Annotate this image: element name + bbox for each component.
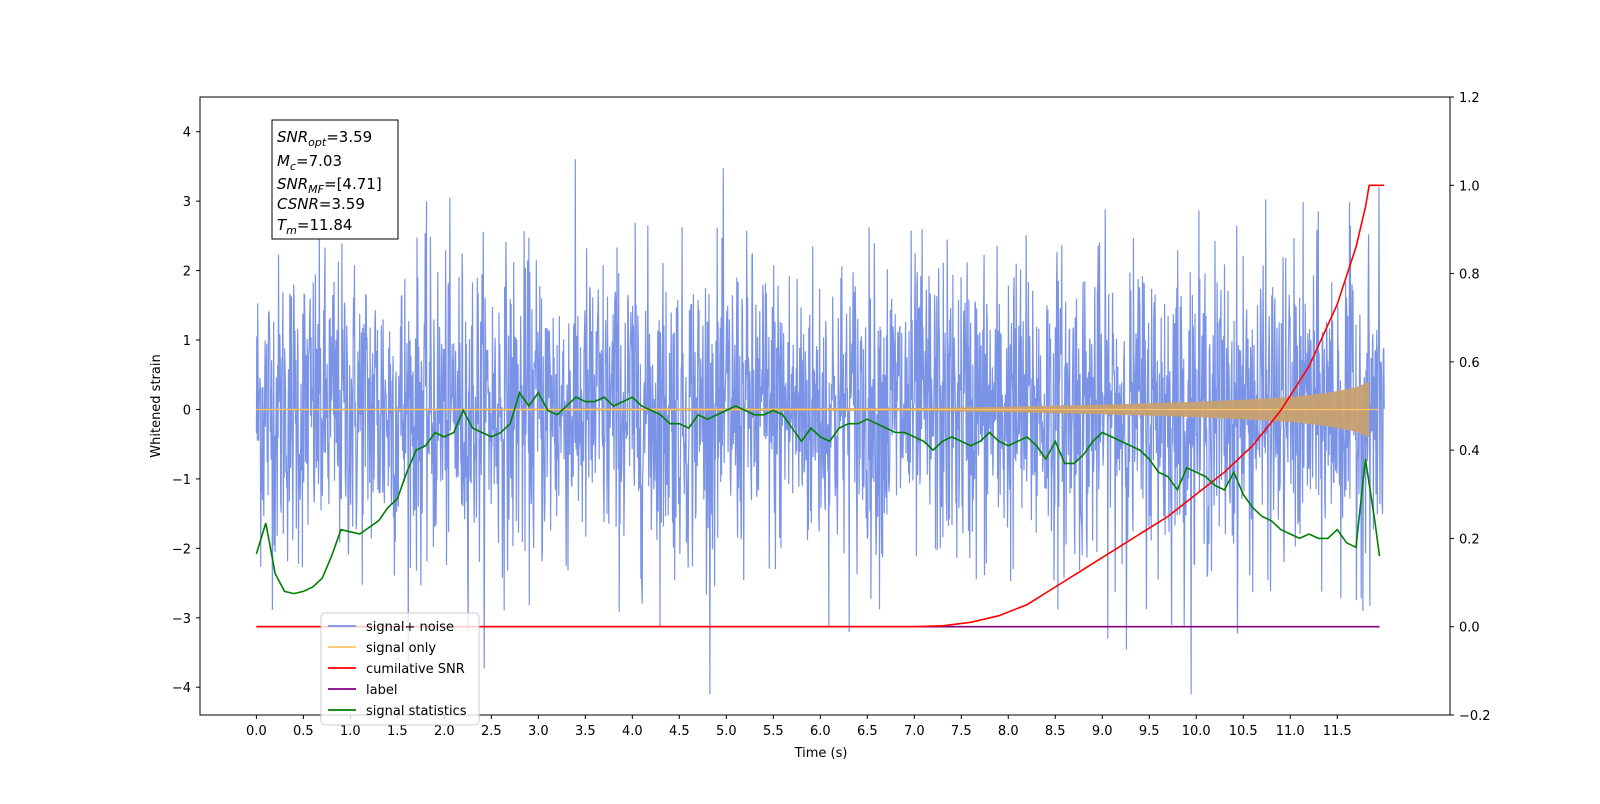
x-tick-label: 0.0	[246, 724, 267, 739]
x-axis-label: Time (s)	[794, 746, 848, 761]
y-tick-label: 2	[183, 265, 191, 280]
x-tick-label: 7.0	[904, 724, 925, 739]
y2-tick-label: 0.4	[1459, 444, 1480, 459]
x-tick-label: 3.0	[528, 724, 549, 739]
y-tick-label: −2	[172, 542, 191, 557]
y-tick-label: 3	[183, 195, 191, 210]
y-tick-label: 4	[183, 126, 191, 141]
series-signal-statistics	[255, 391, 1381, 595]
y-tick-label: −1	[172, 473, 191, 488]
x-tick-label: 11.0	[1276, 724, 1305, 739]
x-tick-label: 10.0	[1182, 724, 1211, 739]
x-tick-label: 4.5	[669, 724, 690, 739]
legend-label: cumilative SNR	[366, 662, 465, 677]
x-tick-label: 7.5	[951, 724, 972, 739]
y-tick-label: −3	[172, 612, 191, 627]
x-tick-label: 9.5	[1139, 724, 1160, 739]
legend-label: signal+ noise	[366, 620, 454, 635]
x-tick-label: 5.0	[716, 724, 737, 739]
x-tick-label: 9.0	[1092, 724, 1113, 739]
legend-label: signal only	[366, 641, 436, 656]
x-tick-label: 3.5	[575, 724, 596, 739]
y2-tick-label: 0.2	[1459, 532, 1480, 547]
x-tick-label: 2.5	[481, 724, 502, 739]
x-tick-label: 10.5	[1229, 724, 1258, 739]
x-tick-label: 11.5	[1323, 724, 1352, 739]
x-tick-label: 1.5	[387, 724, 408, 739]
y2-tick-label: 0.8	[1459, 268, 1480, 283]
y2-tick-label: 0.6	[1459, 356, 1480, 371]
y2-tick-label: 1.0	[1459, 179, 1480, 194]
x-tick-label: 8.0	[998, 724, 1019, 739]
x-tick-label: 4.0	[622, 724, 643, 739]
x-tick-label: 1.0	[340, 724, 361, 739]
series-cumilative-snr	[256, 184, 1385, 628]
y-tick-label: 1	[183, 334, 191, 349]
y-axis-label: Whitened strain	[149, 354, 164, 457]
annotation-line: Mc=7.03	[277, 152, 342, 173]
x-tick-label: 0.5	[293, 724, 314, 739]
y2-tick-label: 0.0	[1459, 621, 1480, 636]
y2-tick-label: 1.2	[1459, 91, 1480, 106]
annotation-line: CSNR=3.59	[277, 195, 365, 213]
plot-frame	[199, 96, 1451, 716]
legend-label: signal statistics	[366, 704, 467, 719]
legend-label: label	[366, 683, 397, 698]
x-tick-label: 6.5	[857, 724, 878, 739]
y-tick-label: 0	[183, 403, 191, 418]
y-tick-label: −4	[172, 681, 191, 696]
x-tick-label: 8.5	[1045, 724, 1066, 739]
annotation-line: SNRopt=3.59	[277, 128, 372, 149]
x-tick-label: 2.0	[434, 724, 455, 739]
legend: signal+ noise signal only cumilative SNR la…	[320, 612, 480, 726]
x-tick-label: 6.0	[810, 724, 831, 739]
annotation-line: Tm=11.84	[277, 216, 352, 237]
series-signal-plus-noise	[255, 159, 1385, 695]
annotation-line: SNRMF=[4.71]	[277, 175, 382, 196]
y2-tick-label: −0.2	[1459, 709, 1491, 724]
x-tick-label: 5.5	[763, 724, 784, 739]
